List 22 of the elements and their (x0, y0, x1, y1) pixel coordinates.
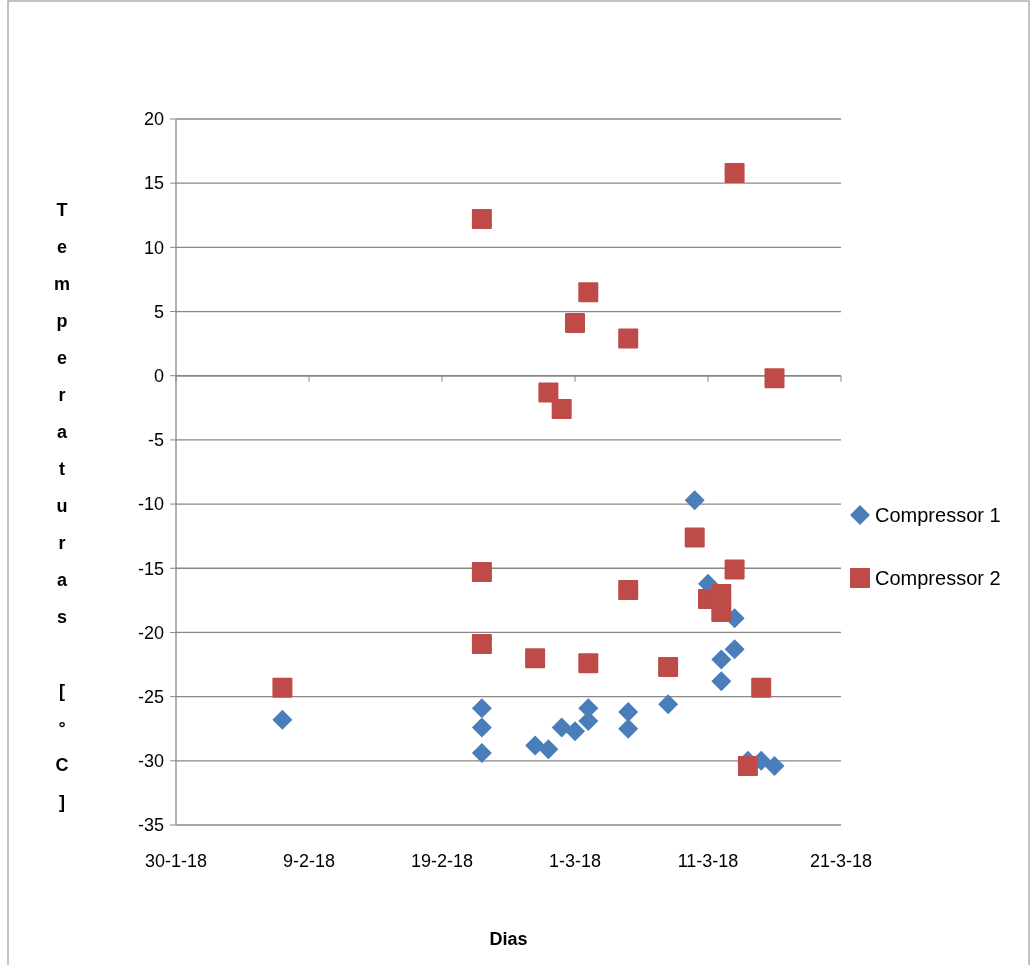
y-tick-label: 5 (153, 301, 164, 322)
x-axis-title: Dias (489, 929, 528, 949)
y-tick-label: -30 (137, 751, 164, 772)
legend-label: Compressor 1 (875, 504, 1001, 526)
x-tick-label: 30-1-18 (144, 851, 208, 871)
x-tick-label: 1-3-18 (548, 851, 602, 871)
y-tick-label: -5 (147, 430, 164, 451)
y-tick-label: -15 (137, 558, 164, 579)
y-tick-label: 15 (143, 173, 164, 194)
y-tick-label: -10 (137, 494, 164, 515)
x-tick-label: 21-3-18 (809, 851, 873, 871)
x-tick-label: 9-2-18 (282, 851, 336, 871)
y-tick-label: -35 (137, 815, 164, 836)
y-tick-label: -20 (137, 622, 164, 643)
y-tick-label: 10 (143, 237, 164, 258)
y-tick-label: 20 (143, 109, 164, 130)
x-tick-label: 19-2-18 (410, 851, 474, 871)
y-tick-label: -25 (137, 686, 164, 707)
y-axis-title: Temperaturas [°C] (52, 200, 72, 829)
legend-label: Compressor 2 (875, 567, 1001, 589)
x-tick-label: 11-3-18 (677, 851, 739, 871)
y-tick-label: 0 (153, 366, 164, 387)
